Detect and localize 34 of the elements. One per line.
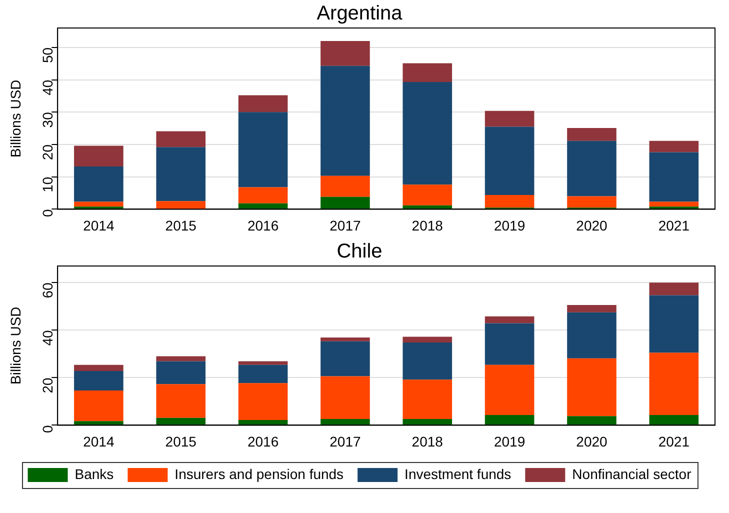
y-tick-label: 10 (39, 176, 56, 192)
y-tick-label: 60 (39, 282, 56, 298)
y-tick-label: 30 (39, 112, 56, 128)
x-tick-label: 2021 (658, 217, 690, 234)
legend-label: Banks (74, 466, 114, 482)
legend-label: Investment funds (404, 466, 512, 482)
y-axis-title: Billions USD (7, 80, 24, 158)
chart-title: Argentina (316, 2, 404, 25)
x-tick-label: 2014 (83, 217, 114, 234)
y-tick-label: 20 (39, 377, 56, 394)
x-tick-label: 2021 (658, 433, 690, 450)
y-tick-label: 0 (39, 424, 56, 433)
x-tick-label: 2016 (247, 217, 279, 234)
x-tick-label: 2018 (412, 217, 444, 234)
y-tick-label: 50 (39, 47, 56, 63)
x-tick-label: 2017 (330, 433, 361, 450)
x-tick-label: 2020 (576, 433, 608, 450)
x-tick-label: 2019 (494, 433, 526, 450)
x-tick-label: 2020 (576, 217, 608, 234)
x-tick-label: 2017 (330, 217, 361, 234)
y-tick-label: 40 (39, 80, 56, 96)
y-tick-label: 40 (39, 330, 56, 346)
legend-label: Nonfinancial sector (572, 466, 692, 482)
x-tick-label: 2015 (165, 433, 197, 450)
x-tick-label: 2019 (494, 217, 526, 234)
legend-label: Insurers and pension funds (174, 466, 344, 482)
x-tick-label: 2018 (412, 433, 444, 450)
x-tick-label: 2016 (247, 433, 279, 450)
x-tick-label: 2014 (83, 433, 114, 450)
chart-title: Chile (336, 240, 382, 263)
y-tick-label: 20 (39, 144, 56, 160)
x-tick-label: 2015 (165, 217, 197, 234)
y-tick-label: 0 (39, 208, 56, 217)
y-axis-title: Billions USD (7, 306, 24, 385)
